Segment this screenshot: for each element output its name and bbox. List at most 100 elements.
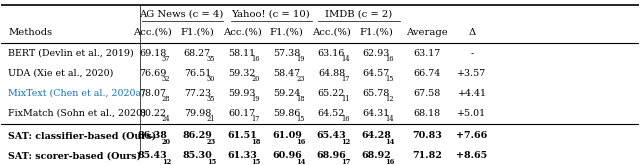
Text: 35: 35 — [207, 95, 215, 103]
Text: SAT: classifier-based (Ours): SAT: classifier-based (Ours) — [8, 132, 157, 140]
Text: 24: 24 — [162, 115, 171, 123]
Text: 12: 12 — [162, 158, 171, 165]
Text: Methods: Methods — [8, 28, 52, 36]
Text: Acc.(%): Acc.(%) — [223, 28, 262, 36]
Text: 16: 16 — [340, 115, 349, 123]
Text: F1.(%): F1.(%) — [180, 28, 214, 36]
Text: 37: 37 — [162, 55, 170, 63]
Text: AG News (c = 4): AG News (c = 4) — [140, 9, 223, 18]
Text: 61.33: 61.33 — [227, 151, 257, 160]
Text: 68.96: 68.96 — [317, 151, 346, 160]
Text: Δ: Δ — [468, 28, 476, 36]
Text: 17: 17 — [252, 115, 260, 123]
Text: 32: 32 — [162, 75, 170, 83]
Text: 14: 14 — [340, 55, 349, 63]
Text: 60.96: 60.96 — [272, 151, 301, 160]
Text: 63.16: 63.16 — [318, 49, 345, 58]
Text: 63.17: 63.17 — [413, 49, 441, 58]
Text: Acc.(%): Acc.(%) — [312, 28, 351, 36]
Text: 80.22: 80.22 — [139, 109, 166, 117]
Text: +7.66: +7.66 — [456, 132, 488, 140]
Text: 59.93: 59.93 — [228, 89, 256, 98]
Text: 64.57: 64.57 — [363, 69, 390, 78]
Text: IMDB (c = 2): IMDB (c = 2) — [324, 9, 392, 18]
Text: 15: 15 — [207, 158, 216, 165]
Text: 64.52: 64.52 — [318, 109, 345, 117]
Text: 60.17: 60.17 — [228, 109, 255, 117]
Text: 65.22: 65.22 — [318, 89, 345, 98]
Text: 76.69: 76.69 — [139, 69, 166, 78]
Text: 14: 14 — [296, 158, 305, 165]
Text: 16: 16 — [385, 158, 395, 165]
Text: 61.51: 61.51 — [227, 132, 257, 140]
Text: F1.(%): F1.(%) — [359, 28, 393, 36]
Text: 12: 12 — [385, 95, 394, 103]
Text: 28: 28 — [162, 95, 170, 103]
Text: SAT: scorer-based (Ours): SAT: scorer-based (Ours) — [8, 151, 141, 160]
Text: +3.57: +3.57 — [458, 69, 486, 78]
Text: 59.86: 59.86 — [273, 109, 300, 117]
Text: 58.11: 58.11 — [228, 49, 255, 58]
Text: 17: 17 — [340, 75, 349, 83]
Text: +4.41: +4.41 — [458, 89, 486, 98]
Text: Average: Average — [406, 28, 448, 36]
Text: 85.43: 85.43 — [138, 151, 168, 160]
Text: 67.58: 67.58 — [413, 89, 441, 98]
Text: 19: 19 — [296, 55, 305, 63]
Text: 65.78: 65.78 — [363, 89, 390, 98]
Text: 14: 14 — [385, 115, 394, 123]
Text: 23: 23 — [296, 75, 305, 83]
Text: Yahoo! (c = 10): Yahoo! (c = 10) — [232, 9, 310, 18]
Text: 61.09: 61.09 — [272, 132, 301, 140]
Text: 18: 18 — [252, 138, 260, 146]
Text: BERT (Devlin et al., 2019): BERT (Devlin et al., 2019) — [8, 49, 134, 58]
Text: 17: 17 — [340, 158, 350, 165]
Text: 16: 16 — [252, 55, 260, 63]
Text: 15: 15 — [252, 158, 260, 165]
Text: 11: 11 — [340, 95, 349, 103]
Text: 15: 15 — [385, 75, 394, 83]
Text: 64.88: 64.88 — [318, 69, 345, 78]
Text: 59.32: 59.32 — [228, 69, 256, 78]
Text: 79.98: 79.98 — [184, 109, 211, 117]
Text: -: - — [470, 49, 474, 58]
Text: 77.23: 77.23 — [184, 89, 211, 98]
Text: 69.18: 69.18 — [139, 49, 166, 58]
Text: 16: 16 — [385, 55, 394, 63]
Text: 58.47: 58.47 — [273, 69, 300, 78]
Text: 62.93: 62.93 — [362, 49, 390, 58]
Text: 86.29: 86.29 — [182, 132, 212, 140]
Text: 68.18: 68.18 — [413, 109, 441, 117]
Text: 65.43: 65.43 — [317, 132, 346, 140]
Text: Acc.(%): Acc.(%) — [133, 28, 172, 36]
Text: 59.24: 59.24 — [273, 89, 300, 98]
Text: 21: 21 — [207, 115, 215, 123]
Text: 85.30: 85.30 — [182, 151, 212, 160]
Text: 35: 35 — [207, 55, 215, 63]
Text: 66.74: 66.74 — [413, 69, 441, 78]
Text: 15: 15 — [296, 115, 305, 123]
Text: 68.27: 68.27 — [184, 49, 211, 58]
Text: 76.51: 76.51 — [184, 69, 211, 78]
Text: 64.31: 64.31 — [363, 109, 390, 117]
Text: UDA (Xie et al., 2020): UDA (Xie et al., 2020) — [8, 69, 114, 78]
Text: 71.82: 71.82 — [412, 151, 442, 160]
Text: 20: 20 — [252, 75, 260, 83]
Text: 86.38: 86.38 — [138, 132, 168, 140]
Text: 18: 18 — [296, 95, 305, 103]
Text: +5.01: +5.01 — [458, 109, 486, 117]
Text: 30: 30 — [207, 75, 215, 83]
Text: 23: 23 — [207, 138, 216, 146]
Text: 70.83: 70.83 — [412, 132, 442, 140]
Text: 68.92: 68.92 — [362, 151, 391, 160]
Text: FixMatch (Sohn et al., 2020): FixMatch (Sohn et al., 2020) — [8, 109, 146, 117]
Text: 20: 20 — [162, 138, 171, 146]
Text: 78.07: 78.07 — [139, 89, 166, 98]
Text: 57.38: 57.38 — [273, 49, 300, 58]
Text: F1.(%): F1.(%) — [270, 28, 304, 36]
Text: +8.65: +8.65 — [456, 151, 488, 160]
Text: 12: 12 — [340, 138, 350, 146]
Text: 19: 19 — [252, 95, 260, 103]
Text: MixText (Chen et al., 2020a): MixText (Chen et al., 2020a) — [8, 89, 145, 98]
Text: 14: 14 — [385, 138, 395, 146]
